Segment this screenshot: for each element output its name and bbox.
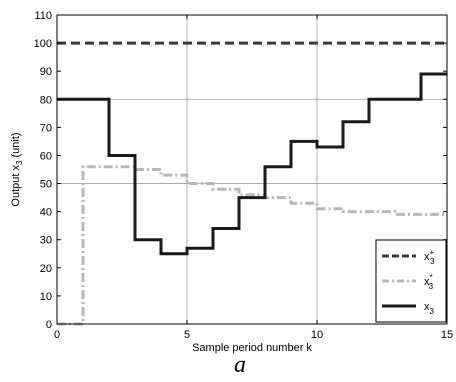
x-tick-label: 10 [311,329,323,341]
y-tick-label: 50 [40,179,52,191]
y-tick-label: 60 [40,150,52,162]
y-tick-label: 40 [40,207,52,219]
y-axis-label-main: Output x [10,165,22,207]
y-tick-label: 110 [34,10,52,22]
y-tick-label: 90 [40,66,52,78]
y-tick-label: 10 [40,291,52,303]
series-line-3 [57,74,447,254]
y-tick-label: 80 [40,94,52,106]
legend: x+ 3x* 3x3 [376,240,446,322]
x-tick-label: 15 [441,329,453,341]
y-tick-label: 70 [40,122,52,134]
y-tick-label: 20 [40,263,52,275]
figure-caption: a [234,352,246,378]
y-tick-label: 0 [46,319,52,331]
y-tick-label: 30 [40,235,52,247]
y-axis-label-unit: (unit) [10,132,22,160]
x-axis-label: Sample period number k [192,342,312,354]
y-tick-label: 100 [34,38,52,50]
y-axis-label: Output x3 (unit) [10,132,24,206]
x-tick-label: 5 [184,329,190,341]
x-tick-label: 0 [54,329,60,341]
